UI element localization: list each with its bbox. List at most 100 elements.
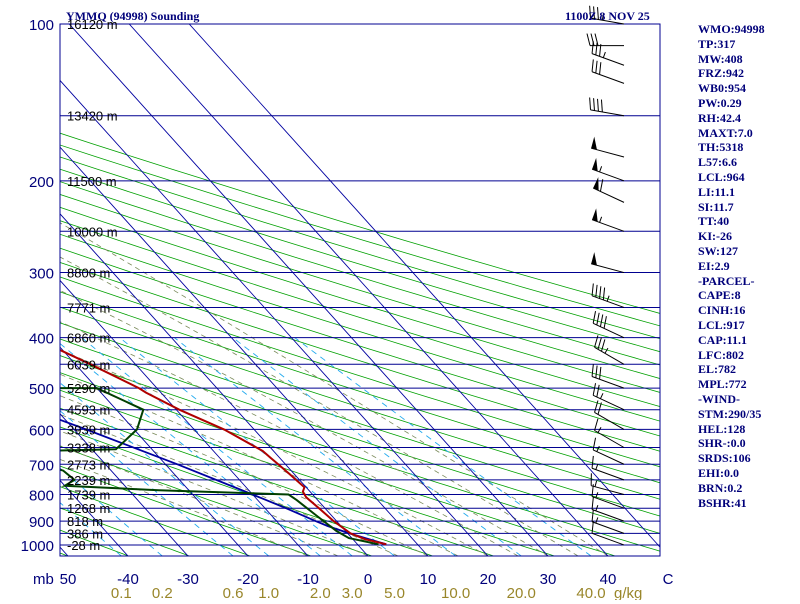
pressure-label: 500 bbox=[29, 381, 54, 398]
isotherm bbox=[129, 24, 608, 556]
mixing-ratio-label: 1.0 bbox=[258, 585, 279, 600]
index-item: WMO:94998 bbox=[698, 22, 798, 37]
wind-barb bbox=[592, 484, 624, 508]
pressure-label: 900 bbox=[29, 514, 54, 531]
index-item: HEL:128 bbox=[698, 422, 798, 437]
height-label: -28 m bbox=[67, 538, 100, 553]
mixing-ratio-label: 2.0 bbox=[310, 585, 331, 600]
index-item: MPL:772 bbox=[698, 377, 798, 392]
pressure-unit: mb bbox=[33, 571, 54, 588]
temperature-tick-label: -30 bbox=[177, 571, 199, 588]
dry-adiabat bbox=[0, 24, 798, 556]
index-item: EI:2.9 bbox=[698, 259, 798, 274]
height-label: 5290 m bbox=[67, 381, 110, 396]
index-item: -PARCEL- bbox=[698, 274, 798, 289]
temperature-tick-label: C bbox=[663, 571, 674, 588]
temperature-tick-label: 30 bbox=[540, 571, 557, 588]
wind-barb bbox=[593, 438, 624, 465]
pressure-label: 800 bbox=[29, 487, 54, 504]
pressure-label: 400 bbox=[29, 331, 54, 348]
pressure-label: 700 bbox=[29, 457, 54, 474]
mixing-ratio-label: 3.0 bbox=[342, 585, 363, 600]
dry-adiabat bbox=[0, 24, 433, 556]
wind-barb bbox=[591, 137, 624, 157]
dry-adiabat bbox=[0, 24, 800, 556]
pressure-label: 100 bbox=[29, 17, 54, 34]
height-label: 8800 m bbox=[67, 266, 110, 281]
index-item: LI:11.1 bbox=[698, 185, 798, 200]
height-label: 13420 m bbox=[67, 109, 118, 124]
temperature-tick-label: 0 bbox=[364, 571, 372, 588]
dry-adiabat bbox=[0, 24, 311, 556]
height-label: 2773 m bbox=[67, 457, 110, 472]
mixing-ratio-label: 0.1 bbox=[111, 585, 132, 600]
index-item: SHR-:0.0 bbox=[698, 436, 798, 451]
index-item: MW:408 bbox=[698, 52, 798, 67]
mixing-ratio-label: 0.6 bbox=[223, 585, 244, 600]
index-item: CAPE:8 bbox=[698, 288, 798, 303]
wind-barb bbox=[592, 208, 624, 231]
index-item: BRN:0.2 bbox=[698, 481, 798, 496]
index-item: CINH:16 bbox=[698, 303, 798, 318]
isotherm bbox=[0, 24, 308, 556]
index-item: KI:-26 bbox=[698, 229, 798, 244]
height-label: 11500 m bbox=[67, 174, 117, 189]
isotherm bbox=[0, 24, 68, 556]
height-label: 6860 m bbox=[67, 331, 110, 346]
index-item: SRDS:106 bbox=[698, 451, 798, 466]
observation-time: 1100Z 8 NOV 25 bbox=[565, 9, 650, 24]
mixing-ratio-label: 40.0 bbox=[576, 585, 605, 600]
index-item: TH:5318 bbox=[698, 140, 798, 155]
wind-barb bbox=[593, 383, 624, 410]
isotherm bbox=[0, 24, 8, 556]
station-title: YMMQ (94998) Sounding bbox=[66, 9, 199, 24]
height-label: 10000 m bbox=[67, 224, 118, 239]
wind-barb bbox=[590, 97, 624, 115]
temperature-tick-label: 50 bbox=[60, 571, 77, 588]
wind-barb bbox=[592, 158, 624, 181]
index-item: STM:290/35 bbox=[698, 407, 798, 422]
temperature-tick-label: 20 bbox=[480, 571, 497, 588]
wind-barb bbox=[591, 252, 624, 272]
dry-adiabat bbox=[0, 24, 800, 556]
index-item: EL:782 bbox=[698, 362, 798, 377]
wind-barb bbox=[587, 34, 624, 46]
dry-adiabat bbox=[0, 24, 800, 556]
index-item: BSHR:41 bbox=[698, 496, 798, 511]
mixing-ratio-label: 5.0 bbox=[384, 585, 405, 600]
dry-adiabat bbox=[0, 24, 800, 556]
index-item: FRZ:942 bbox=[698, 66, 798, 81]
temperature-tick-label: 10 bbox=[420, 571, 437, 588]
index-item: MAXT:7.0 bbox=[698, 126, 798, 141]
plot-area bbox=[0, 24, 800, 556]
moist-adiabat bbox=[0, 253, 368, 556]
index-item: LCL:917 bbox=[698, 318, 798, 333]
index-item: TP:317 bbox=[698, 37, 798, 52]
dry-adiabat bbox=[0, 24, 800, 556]
dry-adiabat bbox=[0, 24, 800, 556]
height-label: 4593 m bbox=[67, 403, 110, 418]
height-label: 6039 m bbox=[67, 357, 110, 372]
mixing-ratio-label: 20.0 bbox=[507, 585, 536, 600]
index-item: LCL:964 bbox=[698, 170, 798, 185]
dry-adiabat bbox=[0, 24, 800, 556]
wind-barb bbox=[592, 364, 624, 388]
dry-adiabat bbox=[0, 24, 800, 556]
isotherm bbox=[0, 24, 248, 556]
wind-barb bbox=[595, 335, 624, 364]
index-item: SW:127 bbox=[698, 244, 798, 259]
dry-adiabat bbox=[0, 24, 800, 556]
index-item: EHI:0.0 bbox=[698, 466, 798, 481]
height-label: 3939 m bbox=[67, 422, 110, 437]
mixing-ratio-unit: g/kg bbox=[614, 585, 642, 600]
index-item: SI:11.7 bbox=[698, 200, 798, 215]
dry-adiabat bbox=[0, 24, 800, 556]
mixing-ratio-label: 0.2 bbox=[152, 585, 173, 600]
index-item: RH:42.4 bbox=[698, 111, 798, 126]
pressure-label: 1000 bbox=[21, 538, 54, 555]
dry-adiabat bbox=[0, 24, 800, 556]
index-item: TT:40 bbox=[698, 214, 798, 229]
pressure-label: 200 bbox=[29, 174, 54, 191]
